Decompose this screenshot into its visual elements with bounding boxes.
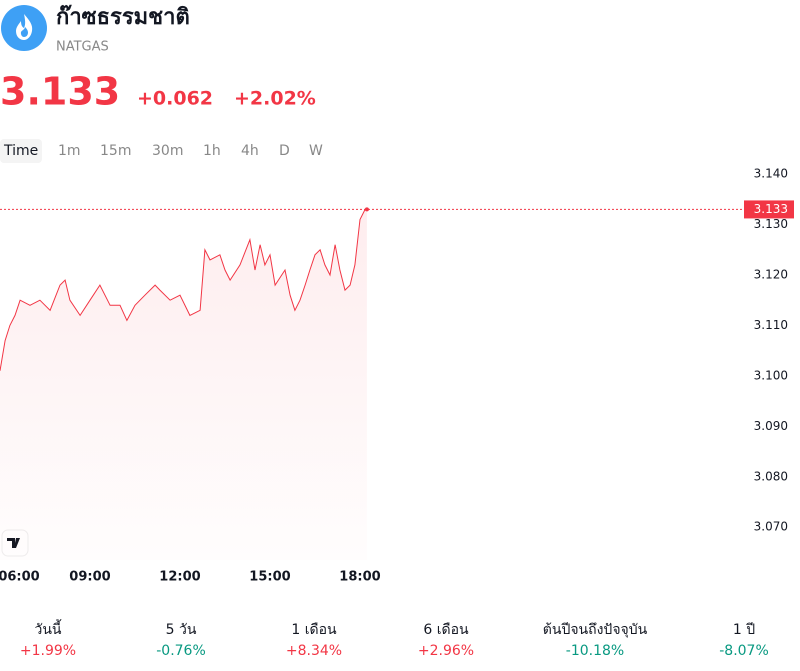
performance-value: +2.96% <box>418 643 474 659</box>
y-tick-label: 3.120 <box>754 268 788 282</box>
timeframe-tab[interactable]: 15m <box>100 143 131 159</box>
last-price-label: 3.133 <box>754 202 788 216</box>
x-tick-label: 12:00 <box>159 570 200 585</box>
performance-label: 1 ปี <box>733 622 755 638</box>
timeframe-tab[interactable]: 1m <box>58 143 81 159</box>
timeframe-tab[interactable]: 1h <box>203 143 221 159</box>
tab-active-bg <box>0 139 42 163</box>
y-tick-label: 3.090 <box>754 419 788 433</box>
x-tick-label: 15:00 <box>249 570 290 585</box>
price-change: +0.062 <box>137 88 213 110</box>
y-tick-label: 3.080 <box>754 469 788 483</box>
timeframe-tab[interactable]: Time <box>3 143 38 159</box>
performance-value: -0.76% <box>156 643 206 659</box>
last-price-badge <box>744 200 794 219</box>
performance-label: 5 วัน <box>166 622 197 638</box>
y-tick-label: 3.140 <box>754 167 788 181</box>
x-tick-label: 06:00 <box>0 570 40 585</box>
performance-label: 1 เดือน <box>291 622 337 638</box>
flame-icon <box>16 14 33 40</box>
performance-label: ต้นปีจนถึงปัจจุบัน <box>543 622 648 638</box>
y-tick-label: 3.110 <box>754 318 788 332</box>
y-tick-label: 3.070 <box>754 520 788 534</box>
instrument-symbol: NATGAS <box>56 40 109 55</box>
performance-label: วันนี้ <box>34 619 62 638</box>
timeframe-tab[interactable]: D <box>279 143 290 159</box>
performance-value: +1.99% <box>20 643 76 659</box>
timeframe-tab[interactable]: 30m <box>152 143 183 159</box>
price-area <box>0 209 367 560</box>
performance-value: +8.34% <box>286 643 342 659</box>
timeframe-tab[interactable]: W <box>309 143 323 159</box>
y-tick-label: 3.130 <box>754 217 788 231</box>
timeframe-tab[interactable]: 4h <box>241 143 259 159</box>
performance-value: -8.07% <box>719 643 769 659</box>
x-tick-label: 09:00 <box>69 570 110 585</box>
price-line <box>0 208 367 371</box>
instrument-title: ก๊าซธรรมชาติ <box>56 4 190 30</box>
performance-label: 6 เดือน <box>423 622 469 638</box>
price: 3.133 <box>0 70 120 114</box>
x-tick-label: 18:00 <box>339 570 380 585</box>
performance-value: -10.18% <box>566 643 624 659</box>
last-point <box>364 207 369 212</box>
price-change-percent: +2.02% <box>234 88 316 110</box>
y-tick-label: 3.100 <box>754 368 788 382</box>
